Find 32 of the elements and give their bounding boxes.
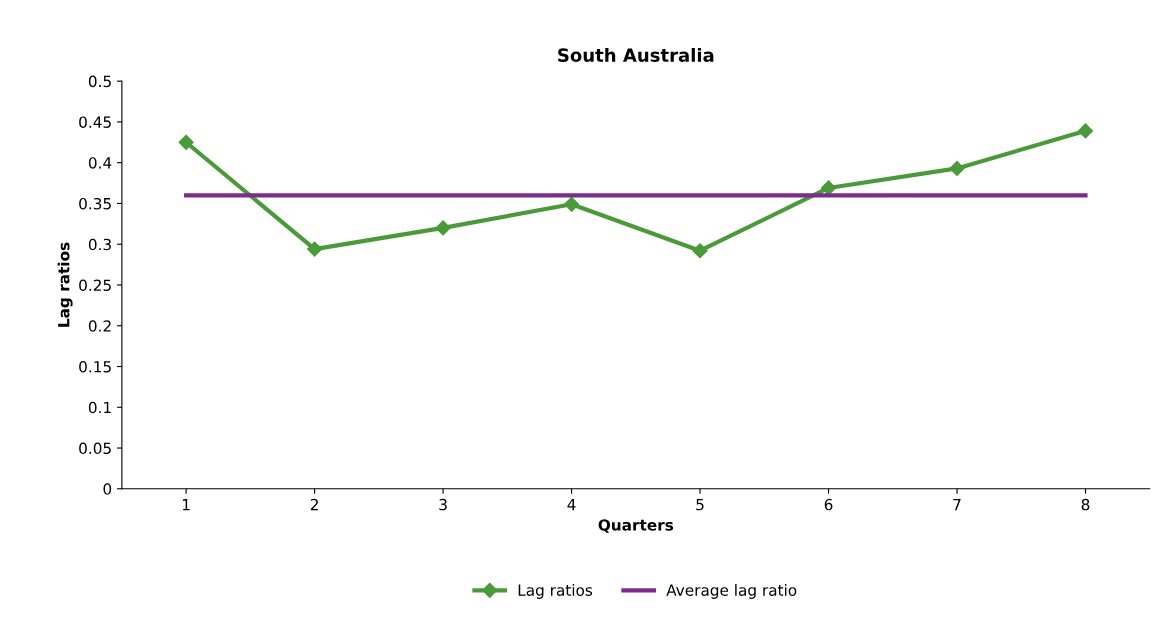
y-tick-label: 0.15 [79,360,111,373]
y-tick-label: 0 [103,483,112,495]
x-tick-label: 8 [1081,498,1090,511]
x-axis-title: Quarters [598,519,674,533]
point [307,241,323,257]
point [435,220,451,236]
y-tick-label: 0.25 [79,279,111,291]
y-tick-label: 0.4 [88,157,112,169]
x-tick-label: 5 [696,499,704,511]
y-tick-label: 0.2 [88,320,111,332]
x-tick-label: 1 [182,499,190,511]
point [563,196,580,212]
point [949,160,965,176]
point [692,243,708,259]
y-tick-label: 0.05 [79,442,111,455]
y-axis-title: Lag ratios [57,242,73,327]
x-tick-label: 6 [824,498,833,511]
x-tick-label: 4 [567,499,576,511]
y-tick-label: 0.5 [88,75,111,88]
x-tick-label: 7 [953,499,961,511]
chart-title: South Australia [558,47,714,62]
point [1077,123,1094,139]
x-tick-label: 3 [439,498,447,511]
y-tick-label: 0.45 [79,116,111,128]
legend-label: Average lag ratio [666,584,797,599]
y-tick-label: 0.3 [88,238,111,251]
point [178,134,194,150]
y-tick-label: 0.35 [79,197,111,210]
point [820,180,837,196]
y-tick-label: 0.1 [88,401,111,414]
x-tick-label: 2 [310,498,318,511]
legend-label: Lag ratios [518,584,593,599]
